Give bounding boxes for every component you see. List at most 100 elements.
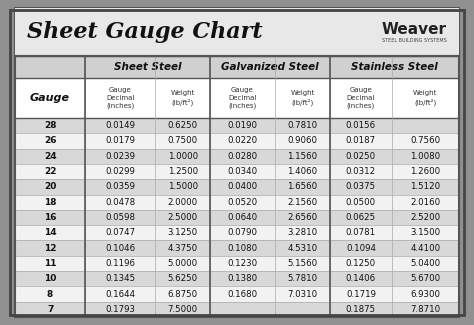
Text: 0.1680: 0.1680 <box>227 290 257 299</box>
Bar <box>15 149 459 164</box>
Text: 0.0220: 0.0220 <box>227 136 257 146</box>
Text: Galvanized Steel: Galvanized Steel <box>221 62 319 72</box>
Bar <box>15 133 459 149</box>
Text: 0.0640: 0.0640 <box>227 213 257 222</box>
Bar <box>15 164 459 179</box>
Text: 3.1250: 3.1250 <box>167 228 198 237</box>
Text: 0.6250: 0.6250 <box>167 121 198 130</box>
Text: 0.1046: 0.1046 <box>105 244 135 253</box>
Text: 20: 20 <box>44 182 56 191</box>
Text: 7.5000: 7.5000 <box>167 305 198 314</box>
Text: 4.5310: 4.5310 <box>287 244 318 253</box>
Bar <box>15 210 459 225</box>
Text: 11: 11 <box>44 259 56 268</box>
Text: 0.1406: 0.1406 <box>346 274 376 283</box>
Bar <box>15 118 459 133</box>
Text: 5.6250: 5.6250 <box>167 274 198 283</box>
Bar <box>15 8 459 56</box>
Text: 6.9300: 6.9300 <box>410 290 440 299</box>
Text: Gauge: Gauge <box>30 93 70 103</box>
Text: 7: 7 <box>47 305 53 314</box>
Text: 7.0310: 7.0310 <box>287 290 318 299</box>
Text: 4.3750: 4.3750 <box>167 244 198 253</box>
Text: 1.4060: 1.4060 <box>287 167 318 176</box>
Bar <box>15 56 459 317</box>
Text: 7.8710: 7.8710 <box>410 305 440 314</box>
Text: 22: 22 <box>44 167 56 176</box>
Text: 0.0299: 0.0299 <box>105 167 135 176</box>
Bar <box>15 240 459 256</box>
Text: 0.0520: 0.0520 <box>227 198 257 207</box>
Text: 0.0312: 0.0312 <box>346 167 376 176</box>
Text: 0.0280: 0.0280 <box>227 152 257 161</box>
Text: 0.1230: 0.1230 <box>227 259 257 268</box>
Text: 8: 8 <box>47 290 53 299</box>
Text: 0.0250: 0.0250 <box>346 152 376 161</box>
Text: 28: 28 <box>44 121 56 130</box>
Text: 0.0400: 0.0400 <box>227 182 257 191</box>
Bar <box>15 256 459 271</box>
Text: Weight
(lb/ft²): Weight (lb/ft²) <box>290 90 315 106</box>
Text: 0.1250: 0.1250 <box>346 259 376 268</box>
Text: 5.1560: 5.1560 <box>287 259 318 268</box>
Bar <box>15 179 459 195</box>
Text: 0.9060: 0.9060 <box>288 136 318 146</box>
Text: 0.0340: 0.0340 <box>227 167 257 176</box>
Bar <box>15 195 459 210</box>
Bar <box>15 78 459 118</box>
Text: Sheet Steel: Sheet Steel <box>114 62 181 72</box>
Text: 5.0400: 5.0400 <box>410 259 440 268</box>
Text: 0.1644: 0.1644 <box>105 290 135 299</box>
Text: 12: 12 <box>44 244 56 253</box>
Text: 2.0160: 2.0160 <box>410 198 440 207</box>
Text: 1.0000: 1.0000 <box>167 152 198 161</box>
Text: 0.0239: 0.0239 <box>105 152 135 161</box>
Bar <box>15 286 459 302</box>
Text: 0.1345: 0.1345 <box>105 274 135 283</box>
Text: 24: 24 <box>44 152 56 161</box>
Text: 5.7810: 5.7810 <box>287 274 318 283</box>
Text: Gauge
Decimal
(inches): Gauge Decimal (inches) <box>106 87 135 109</box>
Text: 0.7810: 0.7810 <box>287 121 318 130</box>
Text: 0.7560: 0.7560 <box>410 136 440 146</box>
Text: 1.5120: 1.5120 <box>410 182 440 191</box>
Text: 0.1196: 0.1196 <box>105 259 135 268</box>
Text: 5.6700: 5.6700 <box>410 274 440 283</box>
Text: 1.1560: 1.1560 <box>287 152 318 161</box>
Text: 0.1380: 0.1380 <box>227 274 257 283</box>
Text: 0.1080: 0.1080 <box>227 244 257 253</box>
Text: STEEL BUILDING SYSTEMS: STEEL BUILDING SYSTEMS <box>382 37 447 43</box>
Text: 0.0187: 0.0187 <box>346 136 376 146</box>
Text: 14: 14 <box>44 228 56 237</box>
Text: 3.2810: 3.2810 <box>287 228 318 237</box>
Text: 0.1793: 0.1793 <box>105 305 135 314</box>
Bar <box>15 302 459 317</box>
Text: 6.8750: 6.8750 <box>167 290 198 299</box>
Text: 2.0000: 2.0000 <box>167 198 198 207</box>
Bar <box>15 56 459 78</box>
Text: 4.4100: 4.4100 <box>410 244 440 253</box>
Text: 0.0375: 0.0375 <box>346 182 376 191</box>
Text: 26: 26 <box>44 136 56 146</box>
Text: Weaver: Weaver <box>382 22 447 37</box>
Text: 0.0747: 0.0747 <box>105 228 135 237</box>
Text: 0.0179: 0.0179 <box>105 136 135 146</box>
Text: 0.0149: 0.0149 <box>105 121 135 130</box>
Text: 2.1560: 2.1560 <box>287 198 318 207</box>
Text: 2.5200: 2.5200 <box>410 213 440 222</box>
Bar <box>15 225 459 240</box>
Text: 0.0598: 0.0598 <box>105 213 135 222</box>
Text: 1.0080: 1.0080 <box>410 152 440 161</box>
Bar <box>15 271 459 286</box>
Text: 3.1500: 3.1500 <box>410 228 440 237</box>
Text: Gauge
Decimal
(inches): Gauge Decimal (inches) <box>346 87 375 109</box>
Text: 0.0500: 0.0500 <box>346 198 376 207</box>
Text: Sheet Gauge Chart: Sheet Gauge Chart <box>27 21 263 43</box>
Text: 0.0781: 0.0781 <box>346 228 376 237</box>
Text: 0.1719: 0.1719 <box>346 290 376 299</box>
Text: 1.2600: 1.2600 <box>410 167 440 176</box>
Text: 18: 18 <box>44 198 56 207</box>
Text: Gauge
Decimal
(inches): Gauge Decimal (inches) <box>228 87 256 109</box>
Text: 0.0790: 0.0790 <box>228 228 257 237</box>
Text: 1.5000: 1.5000 <box>167 182 198 191</box>
